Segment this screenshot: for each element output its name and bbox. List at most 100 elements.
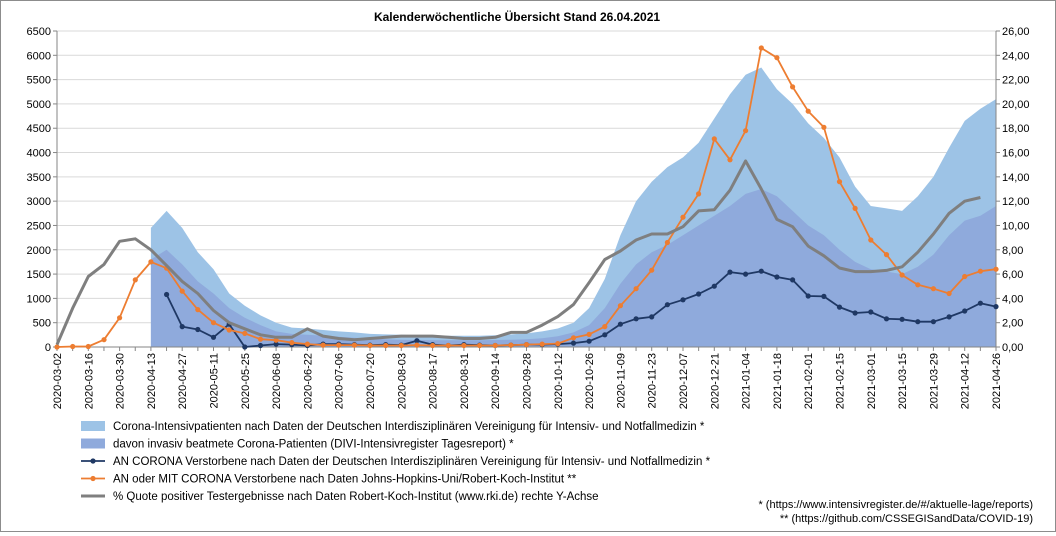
x-tick-label: 2020-05-11 bbox=[209, 353, 221, 408]
data-point-series-3 bbox=[727, 269, 733, 275]
y-tick-label: 5500 bbox=[27, 75, 51, 87]
data-point-series-4 bbox=[570, 335, 577, 341]
chart-title: Kalenderwöchentliche Übersicht Stand 26.… bbox=[374, 9, 660, 24]
data-point-series-4 bbox=[226, 327, 232, 333]
data-point-series-3 bbox=[664, 302, 671, 308]
data-point-series-4 bbox=[586, 331, 592, 337]
x-tick-label: 2020-08-17 bbox=[428, 353, 440, 409]
x-axis-labels: 2020-03-02 2020-03-16 2020-03-30 2020-04-13… bbox=[52, 353, 1003, 409]
data-point-series-4 bbox=[930, 286, 937, 292]
data-point-series-3 bbox=[164, 291, 170, 298]
data-point-series-3 bbox=[821, 293, 827, 299]
data-point-series-3 bbox=[711, 283, 717, 289]
data-point-series-3 bbox=[273, 341, 279, 347]
data-point-series-4 bbox=[132, 277, 138, 283]
data-point-series-4 bbox=[790, 84, 796, 90]
y2-tick-label: 16,00 bbox=[1002, 148, 1030, 160]
y2-tick-label: 4,00 bbox=[1002, 293, 1023, 305]
x-tick-label: 2021-03-01 bbox=[866, 353, 878, 409]
y2-tick-label: 12,00 bbox=[1002, 196, 1030, 208]
line-series-5 bbox=[55, 159, 981, 346]
data-point-series-4 bbox=[696, 191, 702, 197]
x-tick-label: 2021-04-26 bbox=[991, 353, 1003, 409]
data-point-series-3 bbox=[977, 300, 984, 306]
x-tick-label: 2020-03-16 bbox=[83, 353, 95, 409]
data-point-series-4 bbox=[85, 343, 91, 350]
data-point-series-4 bbox=[101, 337, 107, 343]
legend-swatch-1 bbox=[81, 421, 105, 431]
data-point-series-4 bbox=[304, 341, 310, 347]
x-tick-label: 2020-08-03 bbox=[396, 353, 408, 409]
y-tick-label: 3500 bbox=[27, 172, 51, 184]
data-point-series-3 bbox=[649, 314, 655, 320]
x-tick-label: 2020-12-21 bbox=[709, 353, 721, 409]
data-point-series-4 bbox=[758, 45, 764, 51]
data-point-series-4 bbox=[477, 342, 483, 349]
line-series-3 bbox=[165, 270, 997, 348]
data-point-series-3 bbox=[774, 274, 780, 280]
y-axis-labels-left: 0 500 1000 1500 2000 2500 3000 3500 4000 4500 5000… bbox=[27, 26, 51, 354]
data-point-series-4 bbox=[649, 267, 655, 273]
data-point-series-4 bbox=[555, 341, 561, 347]
data-point-series-3 bbox=[962, 308, 968, 314]
data-point-series-4 bbox=[179, 288, 185, 294]
data-point-series-4 bbox=[915, 282, 921, 288]
data-point-series-3 bbox=[852, 310, 858, 316]
data-point-series-4 bbox=[711, 136, 717, 142]
data-point-series-4 bbox=[289, 340, 295, 346]
data-point-series-3 bbox=[570, 340, 577, 346]
x-tick-label: 2020-10-26 bbox=[584, 353, 596, 409]
data-point-series-4 bbox=[273, 337, 279, 343]
data-point-series-4 bbox=[946, 290, 952, 297]
line-series bbox=[54, 45, 999, 350]
y-tick-label: 6500 bbox=[27, 26, 51, 38]
legend-label-4: AN oder MIT CORONA Verstorbene nach Date… bbox=[113, 474, 577, 486]
area-series bbox=[150, 67, 996, 347]
data-point-series-3 bbox=[883, 316, 890, 322]
data-point-series-4 bbox=[805, 108, 811, 114]
x-tick-label: 2021-03-15 bbox=[897, 353, 909, 409]
data-point-series-3 bbox=[836, 304, 843, 310]
y2-tick-label: 22,00 bbox=[1002, 75, 1030, 87]
legend-label-1: Corona-Intensivpatienten nach Daten der … bbox=[113, 421, 705, 433]
data-point-series-3 bbox=[930, 319, 937, 325]
x-tick-label: 2021-02-01 bbox=[803, 353, 815, 409]
data-point-series-4 bbox=[445, 342, 451, 349]
data-point-series-4 bbox=[821, 124, 827, 130]
data-point-series-3 bbox=[946, 314, 952, 320]
y-tick-label: 2000 bbox=[27, 245, 51, 257]
y-tick-label: 0 bbox=[45, 342, 51, 354]
x-tick-label: 2020-12-07 bbox=[678, 353, 690, 409]
data-point-series-4 bbox=[852, 205, 858, 211]
legend-marker-4 bbox=[90, 475, 96, 482]
legend-marker-3 bbox=[90, 458, 96, 464]
data-point-series-4 bbox=[367, 342, 373, 349]
data-point-series-4 bbox=[523, 342, 530, 348]
data-point-series-4 bbox=[962, 273, 968, 280]
y2-tick-label: 18,00 bbox=[1002, 123, 1030, 135]
footnote-divi: * (https://www.intensivregister.de/#/akt… bbox=[758, 499, 1033, 511]
data-point-series-4 bbox=[993, 266, 999, 272]
data-point-series-4 bbox=[743, 128, 749, 134]
x-tick-label: 2020-07-06 bbox=[334, 353, 346, 409]
data-point-series-4 bbox=[336, 342, 342, 348]
data-point-series-4 bbox=[257, 336, 264, 342]
x-tick-label: 2021-03-29 bbox=[928, 353, 940, 409]
y2-tick-label: 20,00 bbox=[1002, 99, 1030, 111]
data-point-series-4 bbox=[414, 342, 420, 348]
y2-tick-label: 0,00 bbox=[1002, 342, 1023, 354]
data-point-series-3 bbox=[868, 309, 874, 315]
y-tick-label: 4000 bbox=[27, 148, 51, 160]
legend-swatch-2 bbox=[81, 438, 105, 449]
area-series-2 bbox=[150, 189, 996, 347]
legend-label-2: davon invasiv beatmete Corona-Patienten … bbox=[113, 439, 514, 451]
data-point-series-4 bbox=[508, 342, 514, 348]
x-tick-label: 2020-09-28 bbox=[522, 353, 534, 409]
data-point-series-4 bbox=[633, 286, 639, 292]
data-point-series-4 bbox=[210, 320, 217, 326]
legend-label-3: AN CORONA Verstorbene nach Daten der Deu… bbox=[113, 456, 711, 468]
data-point-series-4 bbox=[977, 268, 984, 274]
data-point-series-4 bbox=[539, 341, 545, 347]
data-point-series-4 bbox=[774, 55, 780, 61]
